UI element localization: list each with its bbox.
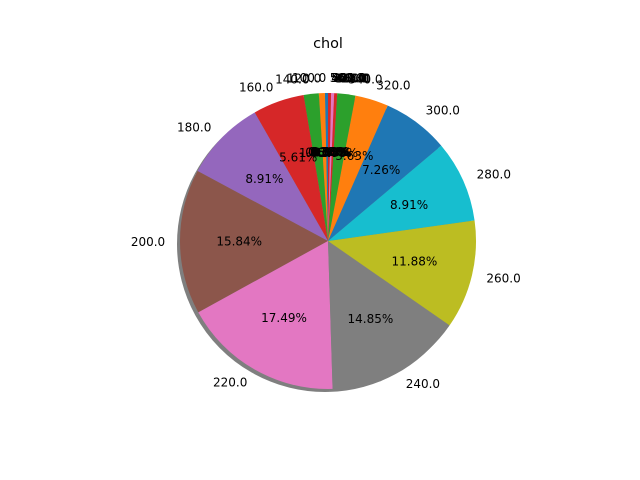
pie-label-460.0: 460.0: [331, 71, 365, 85]
pie-slice-120.0: [318, 93, 328, 241]
pie-percent-200.0: 15.84%: [216, 234, 262, 248]
pie-label-420.0: 420.0: [333, 71, 367, 85]
pie-slice-560.0: [328, 93, 332, 241]
pie-percent-100.0: 0.33%: [308, 145, 346, 159]
pie-label-140.0: 140.0: [275, 72, 309, 86]
pie-label-240.0: 240.0: [406, 377, 440, 391]
pie-label-220.0: 220.0: [213, 375, 247, 389]
pie-percent-400.0: 0.00%: [313, 145, 351, 159]
pie-label-380.0: 380.0: [335, 71, 369, 85]
pie-label-360.0: 360.0: [336, 71, 370, 85]
pie-percent-500.0: 0.00%: [311, 145, 349, 159]
pie-percent-360.0: 0.33%: [314, 145, 352, 159]
pie-percent-340.0: 1.98%: [320, 146, 358, 160]
pie-label-200.0: 200.0: [131, 235, 165, 249]
pie-percent-180.0: 8.91%: [245, 172, 283, 186]
pie-percent-320.0: 3.63%: [335, 149, 373, 163]
pie-label-260.0: 260.0: [486, 272, 520, 286]
pie-label-400.0: 400.0: [335, 71, 369, 85]
pie-label-520.0: 520.0: [331, 71, 365, 85]
pie-percent-520.0: 0.00%: [311, 145, 349, 159]
pie-slice-180.0: [197, 112, 328, 241]
pie-slice-280.0: [328, 145, 475, 241]
pie-percent-540.0: 0.00%: [311, 145, 349, 159]
pie-slice-260.0: [328, 220, 476, 326]
pie-slice-300.0: [328, 105, 442, 241]
pie-slice-240.0: [328, 241, 450, 389]
pie-percent-140.0: 1.65%: [299, 146, 337, 160]
pie-percent-260.0: 11.88%: [392, 255, 438, 269]
pie-label-100.0: 100.0: [292, 71, 326, 85]
pie-label-300.0: 300.0: [426, 104, 460, 118]
pie-percent-120.0: 0.66%: [305, 145, 343, 159]
pie-slice-220.0: [198, 241, 333, 389]
pie-percent-560.0: 0.33%: [310, 145, 348, 159]
pie-label-540.0: 540.0: [331, 71, 365, 85]
pie-label-480.0: 480.0: [331, 71, 365, 85]
chart-title: chol: [313, 36, 343, 52]
pie-percent-240.0: 14.85%: [348, 312, 394, 326]
pie-label-500.0: 500.0: [331, 71, 365, 85]
pie-percent-labels: 0.33%0.66%1.65%5.61% 8.91% 15.84% 17.49% 14.…: [216, 145, 437, 326]
pie-percent-480.0: 0.00%: [311, 145, 349, 159]
pie-slice-360.0: [328, 93, 338, 242]
pie-slice-140.0: [303, 93, 328, 242]
pie-label-320.0: 320.0: [376, 79, 410, 93]
pie-slice-200.0: [179, 171, 328, 313]
pie-label-560.0: 560.0: [330, 71, 364, 85]
pie-slice-420.0: [328, 93, 335, 241]
pie-percent-300.0: 7.26%: [362, 163, 400, 177]
pie-label-340.0: 340.0: [348, 72, 382, 86]
pie-percent-280.0: 8.91%: [390, 198, 428, 212]
pie-slice-160.0: [254, 95, 328, 241]
pie-wedges: [179, 93, 476, 389]
pie-slice-100.0: [324, 93, 328, 241]
pie-label-120.0: 120.0: [287, 71, 321, 85]
pie-label-180.0: 180.0: [177, 120, 211, 134]
pie-percent-380.0: 0.00%: [313, 145, 351, 159]
pie-percent-460.0: 0.00%: [311, 145, 349, 159]
pie-percent-440.0: 0.00%: [311, 145, 349, 159]
pie-slice-320.0: [328, 95, 388, 242]
pie-label-280.0: 280.0: [477, 168, 511, 182]
pie-label-160.0: 160.0: [239, 81, 273, 95]
pie-label-440.0: 440.0: [331, 71, 365, 85]
pie-percent-420.0: 0.33%: [312, 145, 350, 159]
pie-percent-160.0: 5.61%: [279, 150, 317, 164]
pie-slice-340.0: [328, 93, 356, 242]
pie-percent-220.0: 17.49%: [261, 311, 307, 325]
